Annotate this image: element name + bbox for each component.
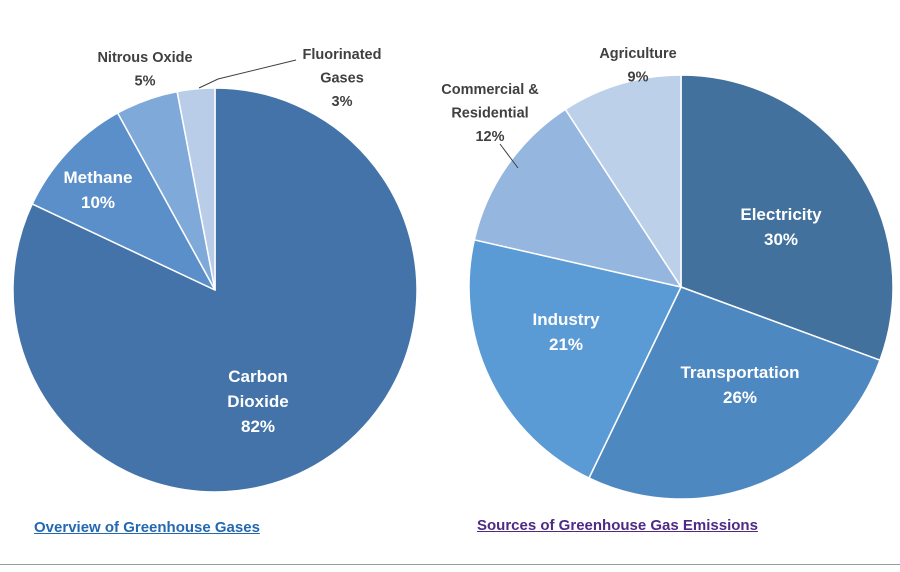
pie-slice-industry bbox=[468, 239, 682, 479]
slice-label-agriculture: Agriculture 9% bbox=[599, 46, 676, 86]
bottom-divider bbox=[0, 564, 900, 565]
pie-slice-agriculture bbox=[564, 74, 682, 288]
slice-label-industry: Industry 21% bbox=[532, 310, 600, 354]
emission-sources-pie: Electricity 30% Transportation 26% Industry 2… bbox=[441, 46, 894, 500]
pie-slice-fluorinated-gases bbox=[176, 87, 216, 291]
slice-label-nitrous-oxide: Nitrous Oxide 5% bbox=[97, 50, 192, 90]
slice-label-methane: Methane 10% bbox=[64, 168, 133, 212]
pie-slice-transportation bbox=[588, 286, 881, 500]
pie-slice-commercial-residential bbox=[473, 108, 682, 288]
leader-line-commercial-residential bbox=[499, 143, 519, 169]
slice-label-fluorinated-gases: Fluorinated Gases 3% bbox=[303, 47, 382, 110]
overview-greenhouse-gases-link[interactable]: Overview of Greenhouse Gases bbox=[34, 519, 260, 536]
slice-label-carbon-dioxide: Carbon Dioxide 82% bbox=[227, 367, 288, 436]
greenhouse-gases-pie: Carbon Dioxide 82% Methane 10% Nitrous Oxide 5… bbox=[12, 47, 418, 493]
slice-label-transportation: Transportation 26% bbox=[680, 363, 799, 407]
pie-slice-electricity bbox=[680, 74, 894, 361]
sources-emissions-link[interactable]: Sources of Greenhouse Gas Emissions bbox=[477, 517, 758, 534]
slice-label-commercial-residential: Commercial & Residential 12% bbox=[441, 82, 539, 145]
slice-label-electricity: Electricity 30% bbox=[740, 205, 822, 249]
pie-slice-methane bbox=[31, 112, 216, 291]
leader-line-fluorinated-gases bbox=[198, 59, 297, 89]
